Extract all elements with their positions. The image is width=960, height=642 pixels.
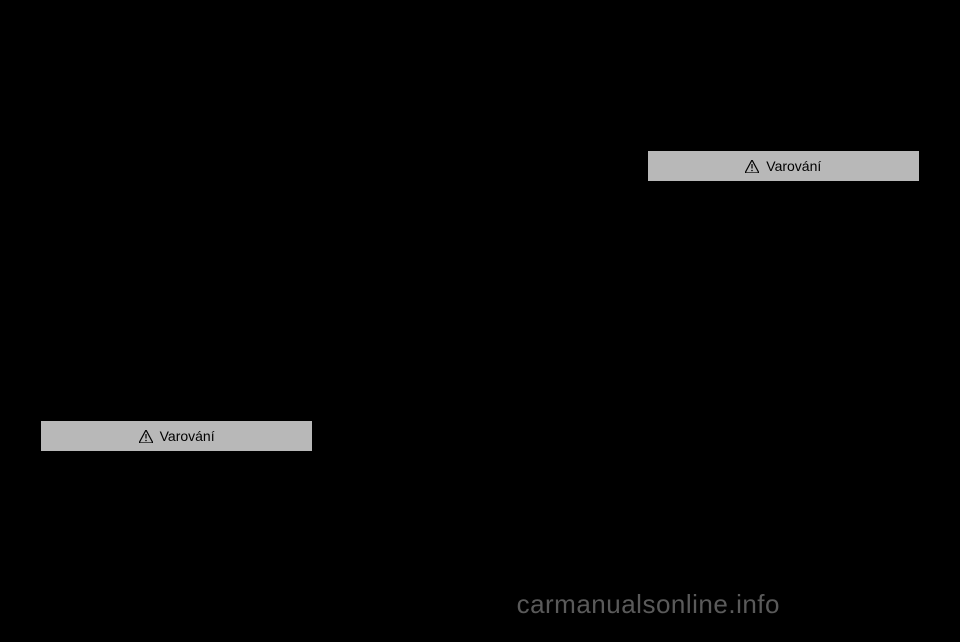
warning-box-2: Varování	[647, 150, 920, 182]
page-content: Varování Varování	[40, 40, 920, 562]
warning-box-wrapper-2: Varování	[647, 150, 920, 182]
watermark: carmanualsonline.info	[517, 589, 780, 620]
warning-box-wrapper-1: Varování	[40, 420, 313, 452]
warning-label-1: Varování	[160, 426, 215, 447]
warning-box-1: Varování	[40, 420, 313, 452]
warning-label-2: Varování	[766, 156, 821, 177]
warning-triangle-icon	[745, 160, 759, 173]
warning-triangle-icon	[139, 430, 153, 443]
column-2	[343, 40, 616, 562]
column-1: Varování	[40, 40, 313, 562]
column-3: Varování	[647, 40, 920, 562]
